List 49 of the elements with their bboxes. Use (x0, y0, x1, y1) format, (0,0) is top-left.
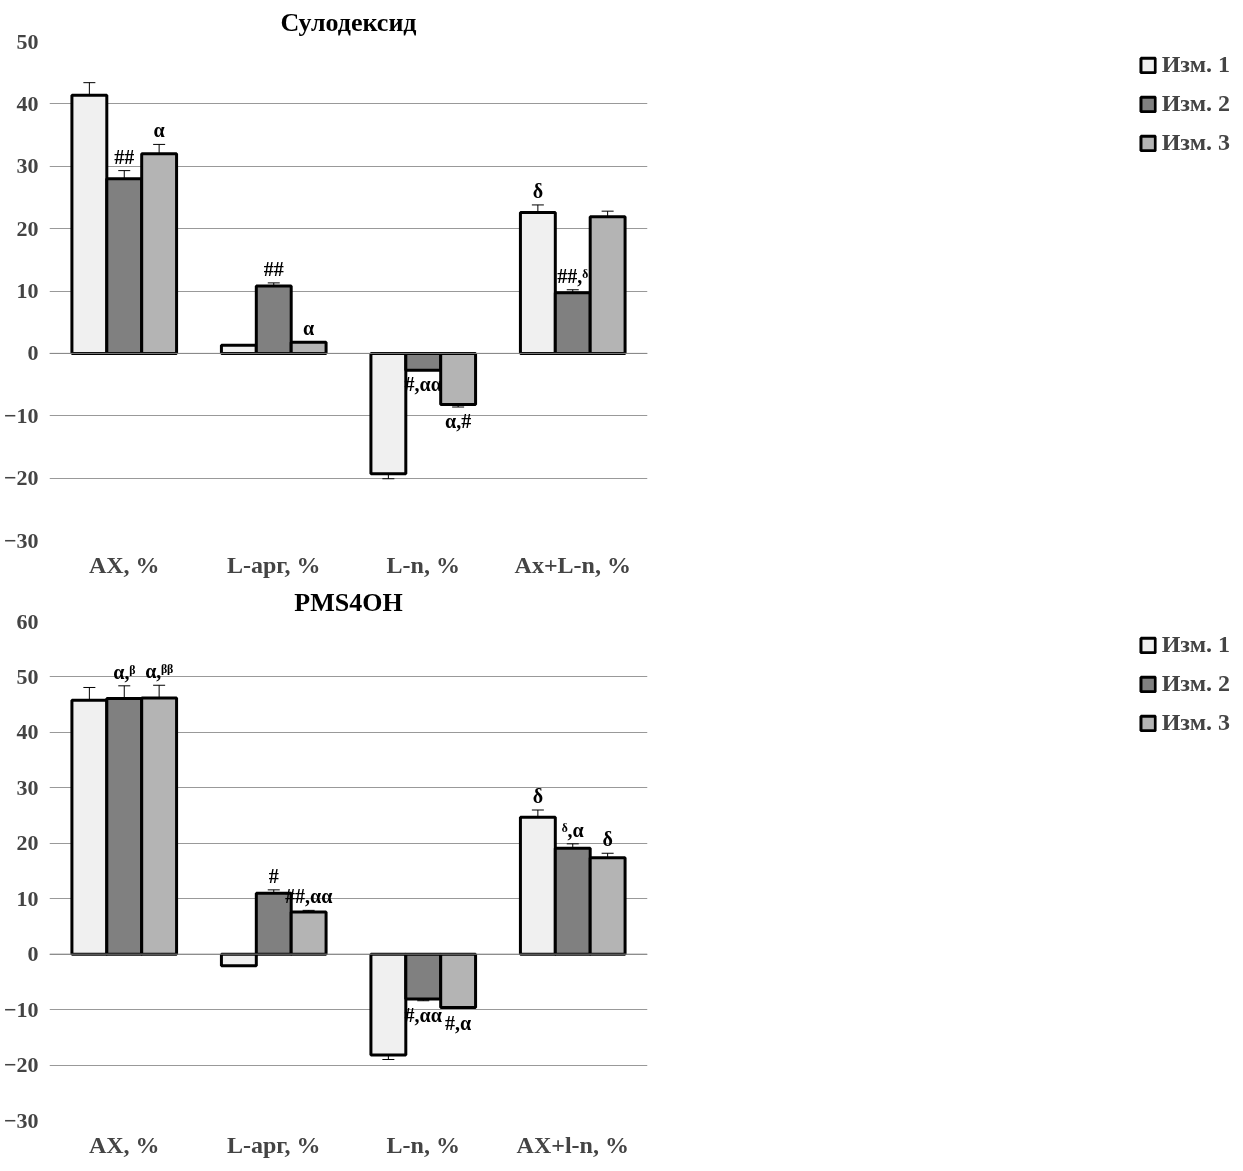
y-tick-label: 20 (16, 215, 39, 241)
annotation: #,α (445, 1011, 472, 1034)
annotation: ##,ᵟ (557, 264, 589, 287)
annotation: α (303, 317, 315, 340)
legend-label: Изм. 2 (1161, 90, 1230, 117)
y-tick-label: −20 (3, 465, 39, 491)
legend-label: Изм. 3 (1161, 129, 1230, 156)
x-tick-label: L-арг, % (226, 551, 321, 578)
legend-label: Изм. 1 (1161, 51, 1230, 78)
annotation: α,ᵝ (113, 660, 136, 683)
annotation: δ (532, 179, 544, 202)
y-tick-label: −20 (3, 1052, 39, 1078)
y-tick-label: 0 (27, 340, 39, 366)
annotation: α,# (445, 410, 472, 433)
y-tick-label: 10 (16, 278, 39, 303)
annotation: α,ᵝᵝ (145, 660, 174, 683)
chart-title: Сулодексид (280, 7, 417, 37)
legend-label: Изм. 1 (1161, 631, 1230, 658)
x-tick-label: L-арг, % (226, 1131, 321, 1158)
annotation: δ (602, 828, 613, 851)
x-tick-label: AX, % (88, 551, 160, 578)
x-tick-label: AX+l-n, % (516, 1131, 629, 1158)
y-tick-label: 30 (16, 774, 39, 800)
chart-title: PMS4OH (294, 587, 403, 617)
y-tick-label: −10 (3, 402, 39, 428)
y-tick-label: −30 (3, 527, 39, 553)
legend-label: Изм. 3 (1161, 709, 1230, 736)
y-tick-label: 60 (16, 608, 39, 634)
y-tick-label: 50 (16, 663, 39, 689)
y-tick-label: 10 (16, 885, 39, 911)
y-tick-label: 20 (16, 830, 39, 856)
y-tick-label: 30 (16, 153, 39, 179)
y-tick-label: 50 (16, 28, 39, 54)
x-tick-label: L-n, % (386, 1131, 460, 1158)
annotation: ᵟ,α (561, 818, 584, 841)
x-tick-label: L-n, % (386, 551, 460, 578)
legend-label: Изм. 2 (1161, 670, 1230, 697)
annotation: # (268, 864, 279, 887)
y-tick-label: 40 (16, 90, 39, 116)
annotation: ## (114, 145, 135, 168)
y-tick-label: −10 (3, 996, 39, 1022)
annotation: ## (263, 257, 284, 280)
annotation: δ (532, 785, 544, 808)
y-tick-label: 0 (27, 941, 39, 967)
x-tick-label: AX, % (88, 1131, 160, 1158)
x-tick-label: Ax+L-n, % (514, 551, 631, 578)
y-tick-label: 40 (16, 719, 39, 745)
annotation: α (153, 119, 165, 142)
y-tick-label: −30 (3, 1107, 39, 1133)
